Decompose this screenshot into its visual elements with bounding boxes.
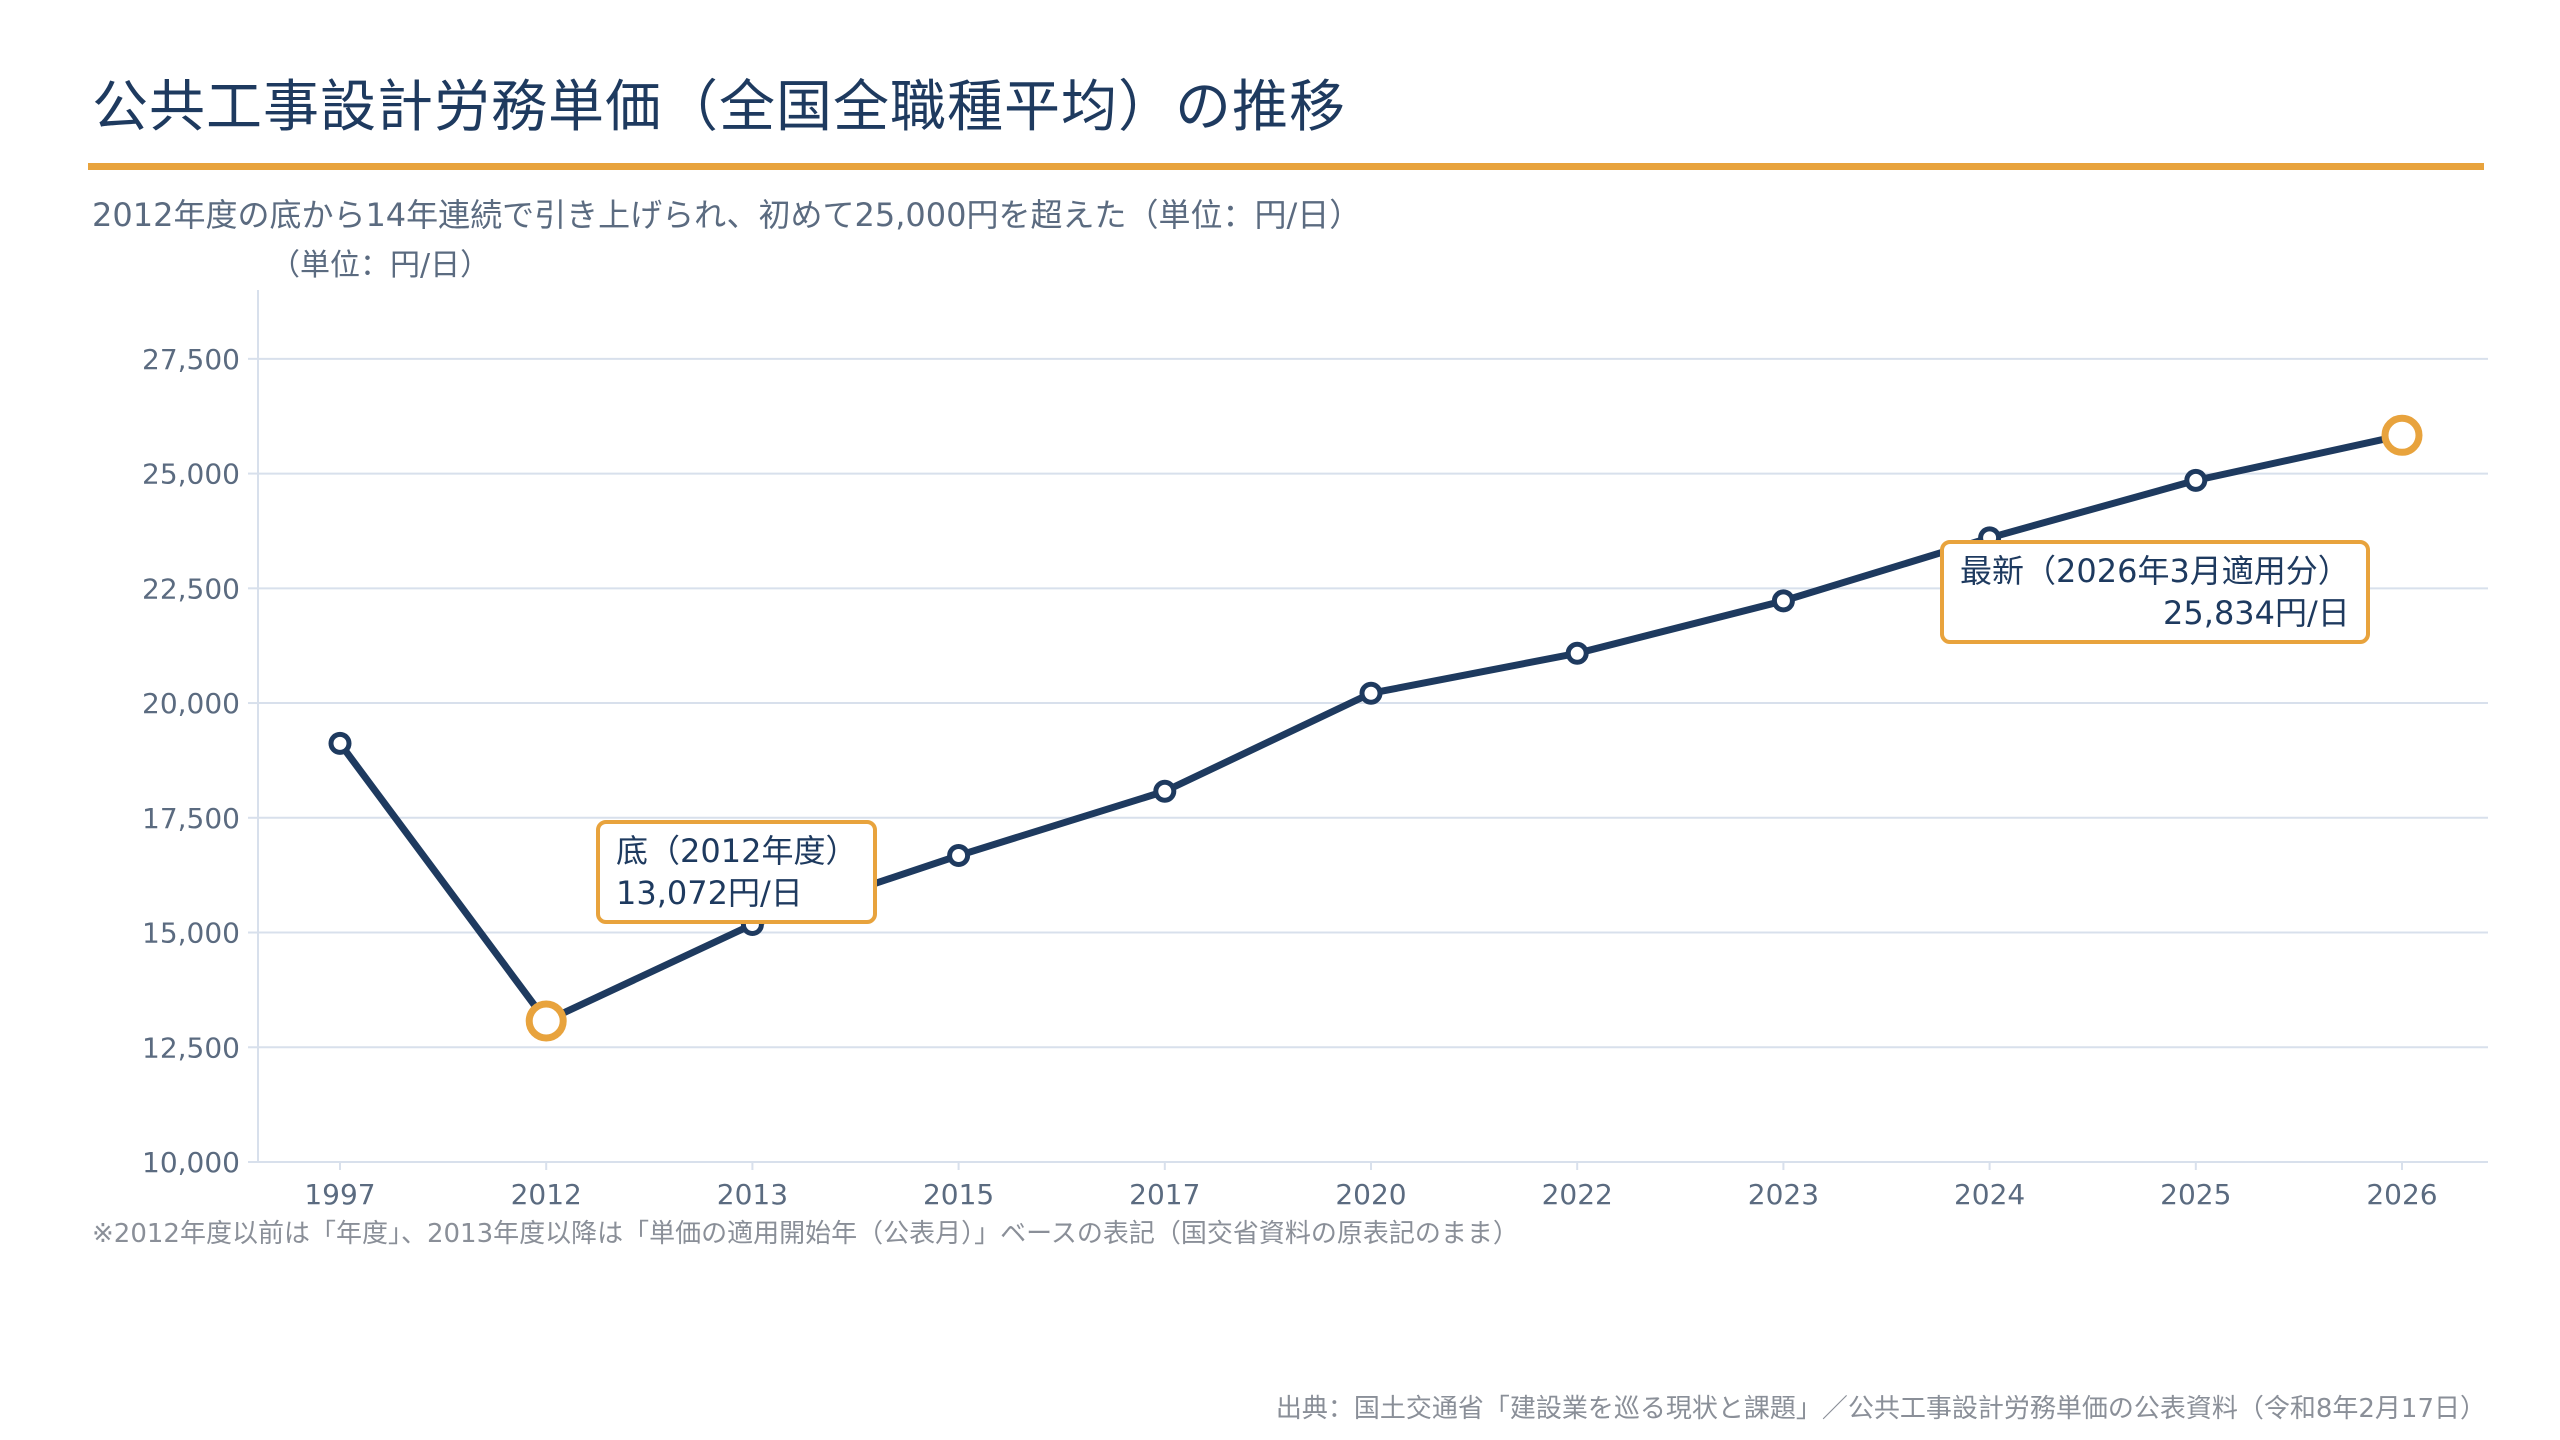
y-tick-label: 15,000	[142, 917, 240, 950]
callout-latest-title: 最新（2026年3月適用分）	[1960, 552, 2350, 590]
callout-low-point: 底（2012年度） 13,072円/日	[596, 820, 878, 924]
x-tick-label: 2020	[1335, 1178, 1406, 1211]
title-underline	[88, 163, 2484, 170]
x-tick-label: 2017	[1129, 1178, 1200, 1211]
data-point	[1153, 779, 1177, 803]
data-point	[1359, 681, 1383, 705]
y-tick-label: 27,500	[142, 343, 240, 376]
y-tick-label: 20,000	[142, 687, 240, 720]
x-tick-label: 2025	[2160, 1178, 2231, 1211]
chart-title: 公共工事設計労務単価（全国全職種平均）の推移	[92, 75, 1346, 140]
y-axis-unit-label: （単位：円/日）	[270, 248, 491, 283]
x-tick-label: 1997	[304, 1178, 375, 1211]
data-point-highlight	[525, 1000, 567, 1042]
data-point	[1771, 589, 1795, 613]
data-point	[2184, 468, 2208, 492]
callout-low-title: 底（2012年度）	[616, 832, 858, 870]
data-point	[328, 731, 352, 755]
callout-latest-value: 25,834円/日	[2163, 594, 2350, 632]
data-point	[947, 844, 971, 868]
footnote: ※2012年度以前は「年度」、2013年度以降は「単価の適用開始年（公表月）」ベ…	[92, 1219, 1519, 1249]
source-note: 出典：国土交通省「建設業を巡る現状と課題」／公共工事設計労務単価の公表資料（令和…	[1275, 1394, 2486, 1424]
data-point	[1565, 641, 1589, 665]
x-tick-label: 2015	[923, 1178, 994, 1211]
y-tick-label: 17,500	[142, 802, 240, 835]
chart-subtitle: 2012年度の底から14年連続で引き上げられ、初めて25,000円を超えた（単位…	[92, 196, 1362, 234]
points-layer	[328, 414, 2423, 1042]
y-tick-label: 12,500	[142, 1031, 240, 1064]
y-tick-label: 10,000	[142, 1146, 240, 1179]
x-tick-label: 2022	[1542, 1178, 1613, 1211]
axis-layer: 10,000 12,500 15,000 17,500 20,000 22,500 25,0…	[142, 290, 2488, 1211]
x-tick-label: 2023	[1748, 1178, 1819, 1211]
y-tick-label: 22,500	[142, 572, 240, 605]
grid-layer	[258, 357, 2488, 1163]
x-tick-label: 2012	[511, 1178, 582, 1211]
y-tick-label: 25,000	[142, 458, 240, 491]
x-tick-label: 2013	[717, 1178, 788, 1211]
x-tick-label: 2024	[1954, 1178, 2025, 1211]
x-tick-label: 2026	[2366, 1178, 2437, 1211]
callout-low-value: 13,072円/日	[616, 874, 803, 912]
callout-latest-point: 最新（2026年3月適用分） 25,834円/日	[1940, 540, 2370, 644]
data-point-highlight	[2381, 414, 2423, 456]
